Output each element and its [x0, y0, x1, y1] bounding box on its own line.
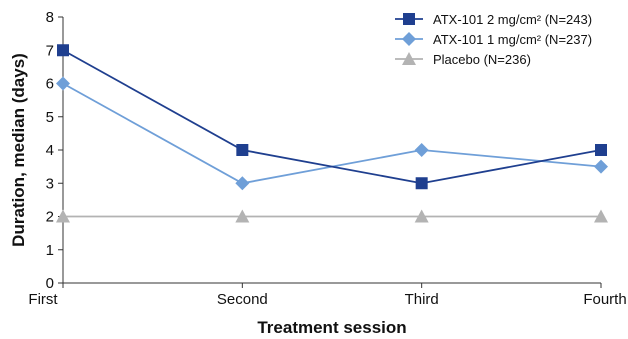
legend-label: Placebo (N=236) [433, 52, 531, 67]
legend-marker [402, 32, 416, 46]
legend-label: ATX-101 2 mg/cm² (N=243) [433, 12, 592, 27]
legend-entry: ATX-101 2 mg/cm² (N=243) [395, 12, 592, 27]
legend-marker [403, 13, 415, 25]
data-point [57, 44, 69, 57]
series-line [62, 49, 602, 185]
x-tick-label: Third [405, 291, 439, 308]
data-point [235, 176, 250, 191]
series-line [62, 82, 602, 185]
y-tick-label: 2 [46, 209, 54, 226]
data-point [414, 209, 429, 223]
y-axis-title: Duration, median (days) [9, 53, 28, 247]
series-1 [56, 76, 608, 191]
data-point [235, 209, 250, 223]
series-layer [56, 44, 608, 223]
data-point [236, 144, 249, 156]
series-0 [57, 44, 607, 190]
y-tick-label: 0 [46, 275, 54, 292]
x-tick-label: First [28, 291, 58, 308]
data-point [594, 209, 608, 223]
x-tick-label: Fourth [583, 291, 626, 308]
legend-label: ATX-101 1 mg/cm² (N=237) [433, 32, 592, 47]
x-axis-title: Treatment session [257, 318, 406, 337]
data-point [595, 144, 607, 156]
x-tick-label: Second [217, 291, 268, 308]
y-tick-label: 6 [46, 76, 54, 93]
y-tick-label: 5 [46, 109, 54, 126]
y-tick-label: 8 [46, 9, 54, 26]
legend-marker [402, 52, 416, 65]
series-2 [56, 209, 608, 223]
x-axis: First Second Third Fourth [28, 282, 627, 308]
data-point [414, 143, 429, 157]
y-tick-label: 4 [46, 142, 54, 159]
legend-entry: ATX-101 1 mg/cm² (N=237) [395, 32, 592, 47]
legend: ATX-101 2 mg/cm² (N=243) ATX-101 1 mg/cm²… [395, 12, 592, 67]
data-point [415, 177, 428, 190]
data-point [56, 209, 70, 223]
y-tick-label: 3 [46, 175, 54, 192]
y-tick-label: 1 [46, 242, 54, 259]
data-point [56, 76, 70, 91]
y-tick-label: 7 [46, 42, 54, 59]
legend-entry: Placebo (N=236) [395, 52, 531, 67]
data-point [594, 159, 608, 174]
